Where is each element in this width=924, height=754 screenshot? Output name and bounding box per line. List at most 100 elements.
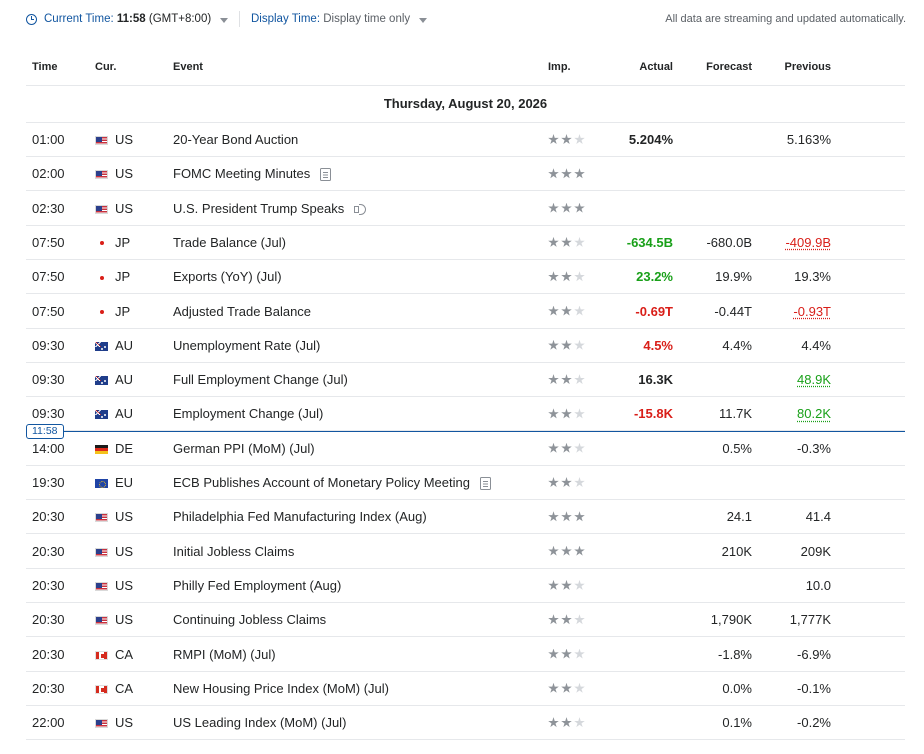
event-name: Adjusted Trade Balance xyxy=(173,303,312,319)
event-name-link[interactable]: FOMC Meeting Minutes xyxy=(173,166,332,182)
event-name-link[interactable]: Full Employment Change (Jul) xyxy=(173,372,348,388)
star-icon xyxy=(574,579,585,590)
event-name-link[interactable]: Philadelphia Fed Manufacturing Index (Au… xyxy=(173,509,427,525)
table-row[interactable]: 20:30 US Philly Fed Employment (Aug) 10.0 xyxy=(26,569,905,603)
star-icon xyxy=(574,682,585,693)
table-row[interactable]: 14:00 DE German PPI (MoM) (Jul) 0.5% -0.3% xyxy=(26,432,905,466)
importance-rating xyxy=(548,545,585,557)
table-row[interactable]: 19:30 EU ECB Publishes Account of Monetary… xyxy=(26,466,905,500)
importance-rating xyxy=(548,271,585,282)
star-icon xyxy=(548,717,559,728)
chevron-down-icon xyxy=(220,17,229,23)
flag-de-icon xyxy=(95,444,108,454)
event-name-link[interactable]: Philly Fed Employment (Aug) xyxy=(173,578,341,594)
previous-value: -409.9B xyxy=(785,234,831,250)
importance-rating xyxy=(548,168,585,179)
event-name-link[interactable]: Unemployment Rate (Jul) xyxy=(173,338,320,354)
event-name-link[interactable]: Initial Jobless Claims xyxy=(173,544,294,560)
event-name-link[interactable]: Exports (YoY) (Jul) xyxy=(173,269,282,285)
importance-rating xyxy=(548,202,585,214)
streaming-note: All data are streaming and updated autom… xyxy=(665,13,906,25)
speaker-icon[interactable] xyxy=(354,202,368,216)
star-icon xyxy=(574,339,585,350)
event-name-link[interactable]: Adjusted Trade Balance xyxy=(173,304,311,320)
currency-code: JP xyxy=(115,303,131,319)
star-icon xyxy=(548,648,559,659)
event-name: German PPI (MoM) (Jul) xyxy=(173,440,315,456)
currency-code: DE xyxy=(115,440,134,456)
table-row[interactable]: 09:30 AU Full Employment Change (Jul) 16.3K… xyxy=(26,363,905,398)
event-name-link[interactable]: New Housing Price Index (MoM) (Jul) xyxy=(173,681,389,697)
currency-code: JP xyxy=(115,269,131,285)
document-icon[interactable] xyxy=(479,476,491,490)
event-name: US Leading Index (MoM) (Jul) xyxy=(173,715,347,731)
table-row[interactable]: 20:30 US Continuing Jobless Claims 1,790K 1,… xyxy=(26,603,905,638)
table-row[interactable]: 09:30 AU Employment Change (Jul) -15.8K 11.7… xyxy=(26,397,905,432)
column-header-currency: Cur. xyxy=(95,61,117,73)
star-icon xyxy=(548,168,559,179)
forecast-value: 24.1 xyxy=(726,509,752,525)
event-name: RMPI (MoM) (Jul) xyxy=(173,646,276,662)
previous-value: -0.3% xyxy=(797,440,831,456)
previous-value: 1,777K xyxy=(789,612,831,628)
star-icon xyxy=(561,579,572,590)
display-time-selector[interactable]: Display Time: Display time only xyxy=(251,13,428,25)
flag-jp-icon xyxy=(95,308,108,317)
event-time: 09:30 xyxy=(32,337,65,353)
current-time-line xyxy=(26,431,905,432)
star-icon xyxy=(561,236,572,247)
table-row[interactable]: 20:30 US Philadelphia Fed Manufacturing In… xyxy=(26,500,905,535)
currency-code: US xyxy=(115,577,134,593)
table-row[interactable]: 20:30 CA RMPI (MoM) (Jul) -1.8% -6.9% xyxy=(26,638,905,672)
event-name: FOMC Meeting Minutes xyxy=(173,166,311,182)
table-row[interactable]: 02:00 US FOMC Meeting Minutes xyxy=(26,157,905,192)
table-row[interactable]: 07:50 JP Exports (YoY) (Jul) 23.2% 19.9% 19.3… xyxy=(26,260,905,295)
event-name: Full Employment Change (Jul) xyxy=(173,372,348,388)
star-icon xyxy=(574,614,585,625)
display-time-value: Display time only xyxy=(323,13,411,25)
table-row[interactable]: 20:30 US Initial Jobless Claims 210K 209K xyxy=(26,535,905,569)
importance-rating xyxy=(548,648,585,660)
event-name-link[interactable]: 20-Year Bond Auction xyxy=(173,132,298,148)
table-row[interactable]: 02:30 US U.S. President Trump Speaks xyxy=(26,192,905,226)
star-icon xyxy=(574,236,585,247)
table-row[interactable]: 07:50 JP Adjusted Trade Balance -0.69T -0.44… xyxy=(26,295,905,329)
event-name: Exports (YoY) (Jul) xyxy=(173,269,282,285)
event-time: 20:30 xyxy=(32,543,65,559)
previous-value: -0.2% xyxy=(797,715,831,731)
table-row[interactable]: 09:30 AU Unemployment Rate (Jul) 4.5% 4.4% 4.… xyxy=(26,329,905,363)
star-icon xyxy=(561,408,572,419)
actual-value: -15.8K xyxy=(633,406,673,422)
table-row[interactable]: 22:00 US US Leading Index (MoM) (Jul) 0.1% -… xyxy=(26,706,905,741)
currency-code: US xyxy=(115,166,134,182)
event-name-link[interactable]: Trade Balance (Jul) xyxy=(173,235,286,251)
star-icon xyxy=(574,477,585,488)
event-name: Continuing Jobless Claims xyxy=(173,612,327,628)
star-icon xyxy=(561,682,572,693)
star-icon xyxy=(561,271,572,282)
document-icon[interactable] xyxy=(320,167,332,181)
event-name-link[interactable]: Continuing Jobless Claims xyxy=(173,612,326,628)
actual-value: -634.5B xyxy=(626,234,673,250)
currency-code: AU xyxy=(115,406,134,422)
table-row[interactable]: 07:50 JP Trade Balance (Jul) -634.5B -680.0B… xyxy=(26,226,905,260)
star-icon xyxy=(574,648,585,659)
column-header-previous: Previous xyxy=(784,61,831,73)
flag-us-icon xyxy=(95,170,108,180)
currency-code: CA xyxy=(115,646,134,662)
event-name-link[interactable]: Employment Change (Jul) xyxy=(173,406,323,422)
previous-value: 80.2K xyxy=(797,406,831,422)
star-icon xyxy=(574,545,585,556)
event-name-link[interactable]: US Leading Index (MoM) (Jul) xyxy=(173,715,346,731)
star-icon xyxy=(548,614,559,625)
event-name-link[interactable]: U.S. President Trump Speaks xyxy=(173,201,368,217)
current-time-selector[interactable]: Current Time: 11:58 (GMT+8:00) xyxy=(26,13,229,25)
event-name-link[interactable]: ECB Publishes Account of Monetary Policy… xyxy=(173,475,491,491)
table-row[interactable]: 01:00 US 20-Year Bond Auction 5.204% 5.163% xyxy=(26,123,905,157)
event-time: 20:30 xyxy=(32,509,65,525)
event-time: 01:00 xyxy=(32,132,65,147)
table-row[interactable]: 20:30 CA New Housing Price Index (MoM) (Ju… xyxy=(26,672,905,706)
event-name-link[interactable]: RMPI (MoM) (Jul) xyxy=(173,647,276,663)
currency-code: US xyxy=(115,509,134,525)
event-name-link[interactable]: German PPI (MoM) (Jul) xyxy=(173,441,315,457)
